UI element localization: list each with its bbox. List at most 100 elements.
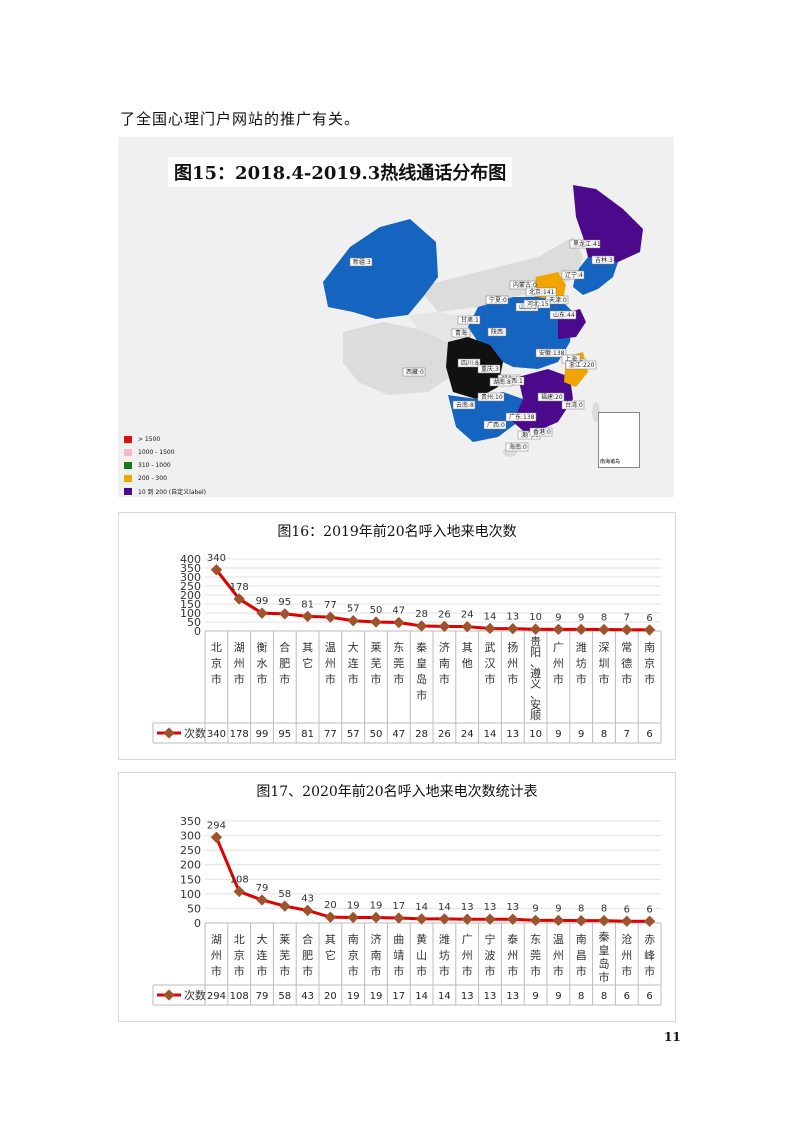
data-label: 99 xyxy=(256,596,269,607)
y-tick-label: 350 xyxy=(180,815,201,828)
map-figure: 新疆:3黑龙江:41吉林:3辽宁:4内蒙古:0北京:141天津:0山西:1河北:… xyxy=(118,137,674,497)
svg-text:湖南:8: 湖南:8 xyxy=(493,378,511,386)
data-label: 81 xyxy=(301,599,314,610)
data-point xyxy=(461,913,473,925)
y-tick-label: 50 xyxy=(187,616,201,629)
table-value: 340 xyxy=(207,729,226,740)
data-point xyxy=(370,616,382,628)
svg-text:黑龙江:41: 黑龙江:41 xyxy=(573,240,601,248)
svg-text:新疆:3: 新疆:3 xyxy=(353,258,371,266)
category-label: 南昌市 xyxy=(576,933,587,978)
legend-swatch xyxy=(124,475,132,482)
data-point xyxy=(324,911,337,923)
table-value: 14 xyxy=(484,729,497,740)
category-label: 潍坊市 xyxy=(439,933,450,978)
data-label: 79 xyxy=(256,883,269,894)
svg-text:吉林:3: 吉林:3 xyxy=(595,256,613,264)
y-tick-label: 150 xyxy=(180,598,201,611)
category-label: 曲靖市 xyxy=(393,933,404,978)
legend-series-name: 次数 xyxy=(184,726,206,740)
data-label: 14 xyxy=(484,611,497,622)
data-label: 77 xyxy=(324,600,337,611)
data-point xyxy=(484,622,496,635)
y-tick-label: 150 xyxy=(180,873,201,886)
chart-2020-panel: 图17、2020年前20名呼入地来电次数统计表 0 50 100 150 200 250 3… xyxy=(118,772,676,1022)
data-point xyxy=(575,623,587,636)
table-value: 13 xyxy=(461,991,474,1002)
y-tick-label: 0 xyxy=(194,625,201,638)
table-value: 294 xyxy=(207,991,226,1002)
data-label: 28 xyxy=(415,609,428,620)
svg-text:陕西:: 陕西: xyxy=(491,328,505,336)
y-tick-label: 250 xyxy=(180,580,201,593)
category-label: 扬州市 xyxy=(507,640,518,686)
svg-text:宁夏:0: 宁夏:0 xyxy=(489,296,507,304)
category-label: 莱芜市 xyxy=(279,933,290,978)
svg-text:山东:44: 山东:44 xyxy=(553,311,575,319)
data-label: 58 xyxy=(278,889,291,900)
y-tick-label: 200 xyxy=(180,589,201,602)
map-region-label: 西藏:0 xyxy=(402,367,426,377)
map-legend-item: 1000 - 1500 xyxy=(124,446,206,459)
table-value: 178 xyxy=(230,729,249,740)
svg-text:台湾:0: 台湾:0 xyxy=(565,401,583,409)
region-inner-mongolia xyxy=(418,237,583,312)
category-label: 其它 xyxy=(325,933,336,962)
data-point xyxy=(347,615,359,627)
legend-swatch xyxy=(124,436,132,443)
table-value: 9 xyxy=(555,991,561,1002)
table-value: 77 xyxy=(324,729,337,740)
table-value: 8 xyxy=(601,729,607,740)
table-value: 7 xyxy=(624,729,630,740)
category-label: 武汉市 xyxy=(485,641,496,686)
data-label: 14 xyxy=(438,902,451,913)
map-legend-item: > 1500 xyxy=(124,433,206,446)
data-label: 43 xyxy=(301,893,314,904)
map-region-label: 福建:20 xyxy=(537,392,565,402)
data-point xyxy=(643,915,656,927)
svg-text:广东:138: 广东:138 xyxy=(509,413,535,421)
svg-text:内蒙古:0: 内蒙古:0 xyxy=(513,281,537,289)
map-region-label: 湖南:8 xyxy=(489,377,513,387)
svg-text:河北:15: 河北:15 xyxy=(527,300,549,308)
map-region-label: 云南:8 xyxy=(452,400,476,410)
data-label: 6 xyxy=(646,613,652,624)
data-point xyxy=(210,831,223,843)
svg-text:江西:1: 江西:1 xyxy=(505,378,523,385)
data-point xyxy=(507,623,519,635)
intro-paragraph: 了全国心理门户网站的推广有关。 xyxy=(120,110,361,128)
data-label: 50 xyxy=(370,605,383,616)
data-point xyxy=(598,915,610,927)
page-number: 11 xyxy=(664,1030,681,1044)
category-label: 衡水市 xyxy=(257,641,268,686)
map-region-label: 海南:0 xyxy=(505,442,529,452)
category-label: 广州市 xyxy=(462,933,473,978)
svg-text:青海:: 青海: xyxy=(455,329,469,337)
map-region-label: 河北:15 xyxy=(523,299,551,309)
data-label: 6 xyxy=(624,904,630,915)
data-label: 14 xyxy=(415,902,428,913)
table-value: 95 xyxy=(278,729,291,740)
svg-text:天津:0: 天津:0 xyxy=(549,297,567,304)
table-value: 108 xyxy=(230,991,249,1002)
legend-label: 310 - 1000 xyxy=(138,462,171,469)
svg-text:云南:8: 云南:8 xyxy=(456,401,474,409)
map-legend: > 1500 1000 - 1500 310 - 1000 200 - 300 10 到… xyxy=(124,433,206,498)
map-region-label: 吉林:3 xyxy=(591,255,615,265)
data-label: 13 xyxy=(484,902,497,913)
chart-2019-plot: 050100150200250300350400北京市湖州市衡水市合肥市其它温州… xyxy=(152,553,662,744)
category-label: 济南市 xyxy=(439,640,450,686)
data-point xyxy=(598,623,610,636)
data-label: 294 xyxy=(207,820,226,831)
y-tick-label: 350 xyxy=(180,562,201,575)
y-tick-label: 250 xyxy=(180,844,201,857)
data-label: 13 xyxy=(506,612,519,623)
data-label: 95 xyxy=(278,597,291,608)
data-label: 8 xyxy=(578,904,584,915)
data-label: 10 xyxy=(529,612,542,623)
y-tick-label: 100 xyxy=(180,607,201,620)
table-value: 50 xyxy=(370,729,383,740)
data-label: 178 xyxy=(230,582,249,593)
data-point xyxy=(301,904,314,917)
svg-text:安徽:138: 安徽:138 xyxy=(539,349,565,357)
